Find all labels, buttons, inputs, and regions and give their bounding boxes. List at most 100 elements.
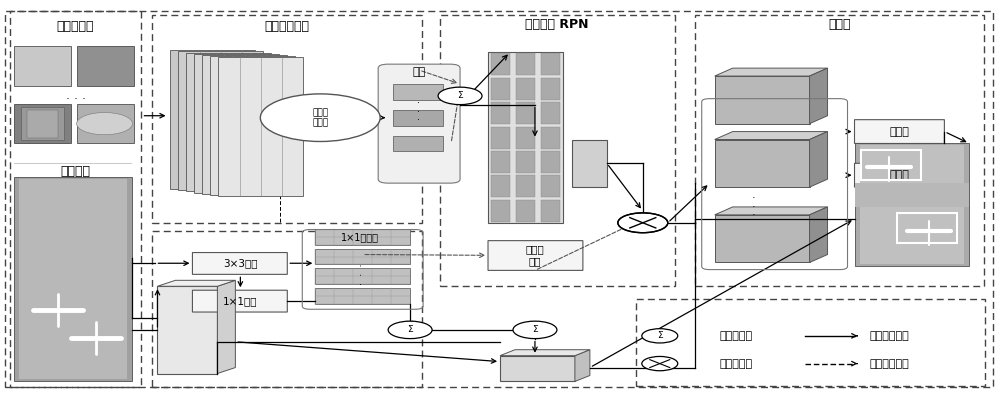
Bar — [77, 46, 134, 86]
Text: Σ: Σ — [532, 326, 538, 334]
Circle shape — [438, 87, 482, 105]
FancyBboxPatch shape — [488, 241, 583, 270]
Bar — [27, 110, 58, 138]
Bar — [77, 104, 134, 143]
FancyBboxPatch shape — [855, 120, 944, 143]
Bar — [860, 145, 964, 264]
Bar — [636, 299, 985, 386]
FancyBboxPatch shape — [192, 253, 287, 274]
Bar — [491, 102, 510, 124]
Bar — [488, 52, 563, 223]
Bar — [393, 136, 443, 151]
Text: 支持集图像: 支持集图像 — [57, 20, 94, 33]
Bar — [186, 53, 271, 191]
Text: ·
·
·: · · · — [417, 98, 420, 125]
Bar — [202, 55, 287, 194]
Bar — [516, 200, 535, 222]
Bar — [516, 102, 535, 124]
Bar — [715, 76, 810, 124]
Polygon shape — [157, 280, 235, 286]
Polygon shape — [810, 132, 828, 187]
Bar — [10, 11, 141, 387]
Polygon shape — [810, 207, 828, 262]
Bar — [315, 268, 410, 284]
Bar — [21, 107, 64, 140]
Bar — [572, 140, 607, 187]
Polygon shape — [715, 207, 828, 215]
Bar — [491, 127, 510, 148]
Bar — [491, 53, 510, 76]
Text: ·
·
·: · · · — [752, 193, 755, 220]
Bar — [715, 140, 810, 187]
Bar — [491, 200, 510, 222]
Circle shape — [77, 113, 133, 135]
Text: 查询集数据流: 查询集数据流 — [869, 359, 909, 369]
Circle shape — [388, 321, 432, 339]
Bar — [152, 15, 422, 223]
Polygon shape — [715, 132, 828, 140]
FancyBboxPatch shape — [378, 64, 460, 183]
Text: 回归器: 回归器 — [890, 170, 909, 180]
Bar — [541, 53, 560, 76]
Text: 检测器: 检测器 — [828, 18, 851, 31]
Bar — [157, 286, 217, 373]
Bar — [861, 150, 921, 180]
Bar — [541, 102, 560, 124]
Circle shape — [513, 321, 557, 339]
Bar — [315, 249, 410, 264]
Bar — [541, 151, 560, 173]
Bar — [491, 151, 510, 173]
Bar — [393, 110, 443, 126]
Text: Σ: Σ — [457, 92, 463, 100]
Text: · · ·: · · · — [66, 94, 86, 106]
Bar — [516, 53, 535, 76]
Bar — [541, 78, 560, 100]
FancyBboxPatch shape — [855, 163, 944, 187]
Text: Σ: Σ — [407, 326, 413, 334]
Text: 查询图像: 查询图像 — [61, 165, 91, 178]
Bar — [14, 104, 71, 143]
Text: 1×1卷积核: 1×1卷积核 — [341, 232, 379, 242]
Circle shape — [618, 213, 668, 233]
Bar — [19, 179, 127, 379]
Circle shape — [642, 357, 678, 371]
Bar — [315, 288, 410, 304]
Polygon shape — [217, 280, 235, 373]
Bar — [491, 175, 510, 197]
Bar — [178, 51, 263, 190]
Polygon shape — [810, 68, 828, 124]
Bar — [516, 127, 535, 148]
Polygon shape — [500, 350, 590, 356]
Circle shape — [642, 329, 678, 343]
Text: 逐通道相乘: 逐通道相乘 — [720, 359, 753, 369]
Bar — [516, 78, 535, 100]
Bar — [152, 231, 422, 387]
Bar — [695, 15, 984, 286]
Text: 3×3卷积: 3×3卷积 — [223, 258, 258, 268]
Bar — [897, 213, 957, 243]
Bar — [855, 143, 969, 266]
Text: 原型引导 RPN: 原型引导 RPN — [525, 18, 589, 31]
Bar — [541, 127, 560, 148]
FancyBboxPatch shape — [192, 290, 287, 312]
Text: 逐元素相加: 逐元素相加 — [720, 331, 753, 341]
Text: 支持集数据流: 支持集数据流 — [869, 331, 909, 341]
Bar — [541, 200, 560, 222]
Text: 参数预
测器: 参数预 测器 — [526, 244, 544, 266]
Bar — [14, 177, 132, 381]
Bar — [210, 56, 295, 195]
Bar — [170, 50, 255, 189]
Bar — [218, 57, 303, 196]
Circle shape — [260, 94, 380, 142]
Bar — [500, 356, 575, 381]
Bar — [516, 175, 535, 197]
Bar — [541, 175, 560, 197]
Bar — [315, 229, 410, 245]
Text: 原型: 原型 — [412, 67, 426, 77]
Bar — [14, 46, 71, 86]
Text: Σ: Σ — [657, 331, 663, 340]
Bar — [393, 84, 443, 100]
Text: 全局平
均池化: 全局平 均池化 — [312, 108, 328, 127]
Bar — [194, 54, 279, 193]
Bar — [491, 78, 510, 100]
